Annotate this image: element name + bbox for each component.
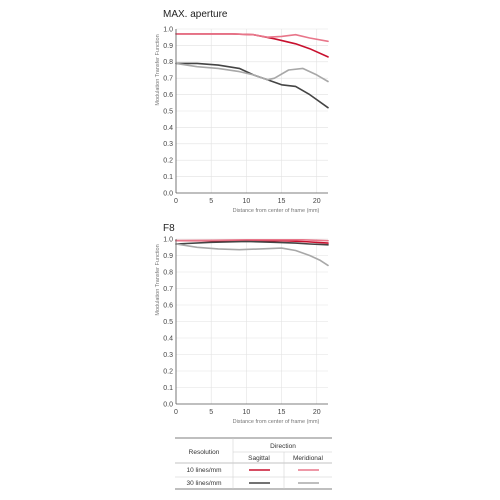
series-line-30_sagittal: [175, 240, 329, 246]
y-tick-label: 0.0: [163, 190, 173, 197]
y-tick-label: 0.7: [163, 76, 173, 83]
x-tick-label: 10: [242, 198, 250, 205]
y-axis-label: Modulation Transfer Function: [155, 34, 161, 105]
y-tick-label: 0.3: [163, 352, 173, 359]
chart-title: MAX. aperture: [163, 9, 228, 20]
y-tick-label: 0.8: [163, 59, 173, 66]
tick-labels: 0.0 0.1 0.2 0.3 0.4 0.5 0.6 0.7 0.8 0.9 1.0 0 5 10 15 2…: [163, 236, 320, 416]
legend-table: Resolution Direction Sagittal Meridional…: [175, 437, 332, 490]
series-line-30_meridional: [175, 62, 329, 83]
legend-meridional-header: Meridional: [293, 455, 324, 462]
y-tick-label: 0.6: [163, 302, 173, 309]
x-tick-label: 5: [209, 198, 213, 205]
x-axis-label: Distance from center of frame (mm): [233, 208, 320, 214]
x-tick-label: 20: [313, 409, 321, 416]
y-tick-label: 0.3: [163, 141, 173, 148]
y-tick-label: 0.0: [163, 401, 173, 408]
legend-sagittal-header: Sagittal: [248, 455, 270, 462]
y-tick-label: 0.9: [163, 253, 173, 260]
y-axis-label: Modulation Transfer Function: [155, 244, 161, 315]
x-tick-label: 20: [313, 198, 321, 205]
y-tick-label: 0.2: [163, 158, 173, 165]
legend-row-label: 30 lines/mm: [186, 480, 221, 487]
y-tick-label: 1.0: [163, 26, 173, 33]
y-tick-label: 1.0: [163, 236, 173, 243]
x-axis-label: Distance from center of frame (mm): [233, 419, 320, 425]
chart-max-aperture: MAX. aperture 0.00.10.20.30.40.50.60.70.…: [155, 9, 329, 214]
y-tick-label: 0.6: [163, 92, 173, 99]
y-tick-label: 0.1: [163, 174, 173, 181]
legend-resolution-header: Resolution: [189, 449, 220, 456]
chart-f8: F8 0.0 0.1 0.2 0.3 0.4 0.5 0.6 0.7 0.8 0.9 1.0 0 5 10…: [155, 223, 329, 425]
series-line-10_meridional: [175, 33, 329, 43]
series-line-10_meridional: [175, 239, 329, 242]
y-tick-label: 0.8: [163, 269, 173, 276]
y-tick-label: 0.5: [163, 319, 173, 326]
series-line-30_meridional: [175, 243, 329, 267]
legend-row-label: 10 lines/mm: [186, 467, 221, 474]
x-tick-label: 0: [174, 198, 178, 205]
x-tick-label: 5: [209, 409, 213, 416]
axes: [175, 29, 328, 194]
chart-title: F8: [163, 223, 175, 234]
series-lines: [175, 33, 329, 109]
tick-labels: 0.0 0.1 0.2 0.3 0.4 0.5 0.6 0.7 0.8 0.9 1.0 0 5 10 15 2…: [163, 26, 320, 205]
x-tick-label: 15: [278, 409, 286, 416]
grid-lines: [176, 238, 328, 404]
x-tick-label: 10: [242, 409, 250, 416]
y-tick-label: 0.5: [163, 108, 173, 115]
x-tick-label: 0: [174, 409, 178, 416]
legend-direction-header: Direction: [270, 443, 296, 450]
y-tick-label: 0.9: [163, 43, 173, 50]
y-tick-label: 0.4: [163, 125, 173, 132]
axes: [175, 239, 328, 405]
grid-lines: [176, 28, 328, 193]
y-tick-label: 0.1: [163, 385, 173, 392]
y-tick-label: 0.7: [163, 286, 173, 293]
y-tick-label: 0.2: [163, 368, 173, 375]
series-lines: [175, 239, 329, 267]
y-tick-label: 0.4: [163, 335, 173, 342]
x-tick-label: 15: [278, 198, 286, 205]
